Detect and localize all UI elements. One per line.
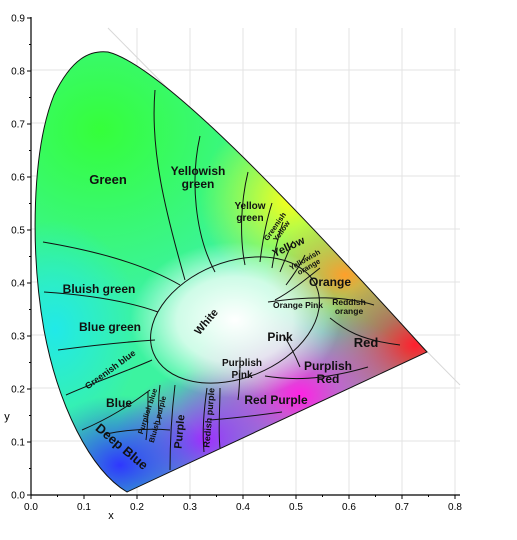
x-tick-label: 0.8 bbox=[448, 502, 462, 513]
color-gamut-fill bbox=[35, 51, 427, 493]
x-tick-label: 0.6 bbox=[342, 502, 356, 513]
x-tick-label: 0.4 bbox=[236, 502, 250, 513]
label-purplish-red-2: Red bbox=[317, 372, 340, 386]
white-region-boundary bbox=[150, 256, 320, 384]
label-purple: Purple bbox=[173, 414, 188, 449]
y-tick-label: 0.4 bbox=[11, 279, 25, 290]
label-yellow-green-2: green bbox=[236, 213, 263, 224]
label-purplish-pink-1: Purplish bbox=[222, 358, 262, 369]
label-green: Green bbox=[89, 172, 127, 187]
label-red: Red bbox=[354, 335, 379, 350]
x-axis-title: x bbox=[108, 510, 114, 522]
y-tick-label: 0.3 bbox=[11, 332, 25, 343]
x-tick-label: 0.7 bbox=[395, 502, 409, 513]
label-bluish-green: Bluish green bbox=[63, 282, 136, 296]
x-tick-label: 0.3 bbox=[183, 502, 197, 513]
y-tick-label: 0.8 bbox=[11, 67, 25, 78]
x-axis-ticks: 0.0 0.1 0.2 0.3 0.4 0.5 0.6 0.7 0.8 bbox=[24, 495, 462, 513]
spectral-locus bbox=[34, 51, 428, 493]
label-red-purple: Red Purple bbox=[244, 393, 308, 407]
x-tick-label: 0.5 bbox=[289, 502, 303, 513]
label-purplish-pink-2: Pink bbox=[231, 370, 253, 381]
label-orange: Orange bbox=[309, 275, 351, 289]
y-axis-ticks: 0.0 0.1 0.2 0.3 0.4 0.5 0.6 0.7 0.8 0.9 bbox=[11, 14, 31, 502]
x-tick-label: 0.2 bbox=[130, 502, 144, 513]
label-blue-green: Blue green bbox=[79, 320, 141, 334]
y-tick-label: 0.2 bbox=[11, 385, 25, 396]
label-pink: Pink bbox=[267, 330, 293, 344]
y-tick-label: 0.9 bbox=[11, 14, 25, 25]
label-reddish-orange-2: orange bbox=[335, 306, 364, 316]
region-boundaries bbox=[34, 51, 428, 493]
y-tick-label: 0.1 bbox=[11, 438, 25, 449]
label-yellowish-green-1: Yellowish bbox=[171, 164, 226, 178]
label-purplish-red-1: Purplish bbox=[304, 359, 352, 373]
y-axis-title: y bbox=[4, 411, 10, 423]
label-yellow-green-1: Yellow bbox=[234, 201, 265, 212]
label-orange-pink: Orange Pink bbox=[273, 300, 323, 310]
y-tick-label: 0.0 bbox=[11, 491, 25, 502]
x-tick-label: 0.1 bbox=[77, 502, 91, 513]
x-tick-label: 0.0 bbox=[24, 502, 38, 513]
label-blue: Blue bbox=[106, 396, 132, 410]
y-tick-label: 0.6 bbox=[11, 173, 25, 184]
label-reddish-orange-1: Reddish bbox=[332, 297, 366, 307]
label-yellowish-green-2: green bbox=[182, 177, 215, 191]
y-tick-label: 0.5 bbox=[11, 226, 25, 237]
y-tick-label: 0.7 bbox=[11, 120, 25, 131]
